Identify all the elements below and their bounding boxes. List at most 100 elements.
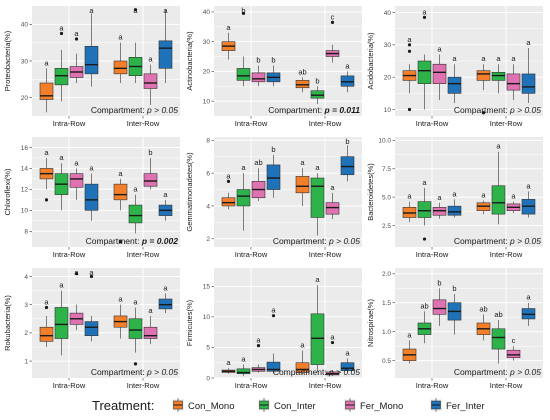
- y-tick-label: 1.0: [382, 329, 391, 336]
- box-con_inter: a: [310, 163, 325, 236]
- significance-letter: a: [241, 355, 246, 364]
- box-con_inter: ab: [491, 310, 506, 364]
- box-iqr: [476, 70, 491, 81]
- significance-letter: a: [330, 333, 335, 342]
- significance-letter: ab: [494, 310, 502, 319]
- legend-item-con_inter: Con_Inter: [258, 398, 316, 412]
- box-iqr: [266, 164, 281, 190]
- outlier-point: [271, 314, 276, 318]
- y-tick-label: 0.5: [382, 358, 391, 365]
- box-fer_inter: a: [158, 6, 173, 83]
- panel-1: 20 30 40 Intra-Row Inter-Row a a a a a a a a Proteoba…: [3, 6, 180, 128]
- significance-letter: a: [315, 163, 320, 172]
- annotation-pvalue: p > 0.05: [328, 367, 360, 377]
- box-iqr: [236, 189, 251, 207]
- annotation-prefix: Compartment:: [454, 105, 510, 115]
- box-fer_inter: a: [84, 268, 99, 342]
- y-axis-label: Rokubacteria(%): [3, 295, 12, 351]
- y-tick-label: 8: [206, 138, 210, 145]
- y-tick-label: 40: [203, 9, 211, 16]
- box-iqr: [39, 82, 54, 100]
- significance-letter: a: [526, 293, 531, 302]
- box-con_mono: a: [39, 148, 54, 202]
- box-con_mono: a: [39, 58, 54, 113]
- box-fer_mono: a: [69, 158, 84, 200]
- compartment-annotation: Compartment: p > 0.05: [454, 105, 541, 115]
- box-iqr: [417, 60, 432, 84]
- box-con_mono: a: [221, 171, 236, 210]
- outlier-point: [330, 340, 335, 345]
- box-con_inter: a: [128, 6, 143, 83]
- box-fer_mono: a: [432, 45, 447, 100]
- y-tick-label: 10: [203, 98, 211, 105]
- significance-letter: a: [511, 192, 516, 201]
- y-axis-label: Acidobacteria(%): [366, 32, 375, 90]
- annotation-prefix: Compartment:: [86, 236, 142, 246]
- significance-letter: a: [496, 54, 501, 63]
- box-iqr: [84, 46, 99, 75]
- box-iqr: [310, 90, 325, 99]
- box-con_mono: a: [113, 33, 128, 83]
- x-tick-label: Intra-Row: [235, 381, 268, 390]
- compartment-annotation: Compartment: p > 0.05: [454, 367, 541, 377]
- box-con_inter: a: [491, 142, 506, 225]
- annotation-prefix: Compartment:: [268, 105, 324, 115]
- box-fer_inter: a: [266, 306, 281, 374]
- x-tick-label: Inter-Row: [127, 250, 160, 259]
- box-iqr: [491, 185, 506, 215]
- annotation-prefix: Compartment:: [454, 367, 510, 377]
- box-fer_inter: a: [521, 181, 536, 218]
- significance-letter: a: [256, 336, 261, 345]
- box-iqr: [221, 197, 236, 207]
- y-tick-label: 30: [21, 58, 29, 65]
- box-iqr: [447, 205, 462, 216]
- significance-letter: b: [452, 284, 456, 293]
- box-iqr: [158, 40, 173, 69]
- annotation-prefix: Compartment:: [273, 236, 329, 246]
- box-fer_mono: a: [506, 192, 521, 213]
- box-iqr: [69, 173, 84, 188]
- significance-letter: a: [163, 6, 168, 15]
- box-iqr: [251, 72, 266, 83]
- box-iqr: [84, 183, 99, 211]
- annotation-pvalue: p = 0.002: [141, 236, 178, 246]
- annotation-pvalue: p = 0.011: [323, 105, 360, 115]
- box-fer_mono: ab: [251, 158, 266, 202]
- x-tick-label: Inter-Row: [309, 119, 342, 128]
- y-tick-label: 10: [203, 314, 211, 321]
- box-fer_inter: a: [158, 283, 173, 314]
- annotation-pvalue: p > 0.05: [509, 105, 541, 115]
- y-axis-label: Bacteroidetes(%): [366, 163, 375, 221]
- annotation-pvalue: p > 0.05: [509, 236, 541, 246]
- significance-letter: a: [511, 54, 516, 63]
- box-fer_inter: a: [521, 293, 536, 326]
- box-con_mono: a: [402, 35, 417, 112]
- annotation-prefix: Compartment:: [91, 105, 147, 115]
- outlier-point: [422, 237, 427, 241]
- box-fer_inter: a: [84, 6, 99, 87]
- significance-letter: a: [300, 158, 305, 167]
- significance-letter: b: [271, 55, 275, 64]
- box-iqr: [54, 68, 69, 86]
- outlier-point: [407, 49, 412, 53]
- y-axis-label: Nitrospirae(%): [366, 299, 375, 347]
- significance-letter: a: [74, 29, 79, 38]
- box-con_mono: a: [295, 158, 310, 206]
- box-iqr: [506, 73, 521, 91]
- significance-letter: a: [271, 306, 276, 315]
- box-con_inter: a: [417, 178, 432, 241]
- box-iqr: [143, 73, 158, 89]
- annotation-prefix: Compartment:: [91, 367, 147, 377]
- significance-letter: ab: [420, 301, 428, 310]
- box-fer_mono: b: [143, 148, 158, 190]
- x-tick-label: Inter-Row: [127, 119, 160, 128]
- box-fer_inter: b: [340, 137, 355, 182]
- y-tick-label: 7.5: [382, 166, 391, 173]
- box-con_mono: a: [476, 191, 491, 215]
- outlier-point: [481, 111, 486, 115]
- box-iqr: [113, 60, 128, 75]
- box-con_inter: b: [236, 6, 251, 87]
- significance-letter: a: [526, 181, 531, 190]
- significance-letter: a: [496, 142, 501, 151]
